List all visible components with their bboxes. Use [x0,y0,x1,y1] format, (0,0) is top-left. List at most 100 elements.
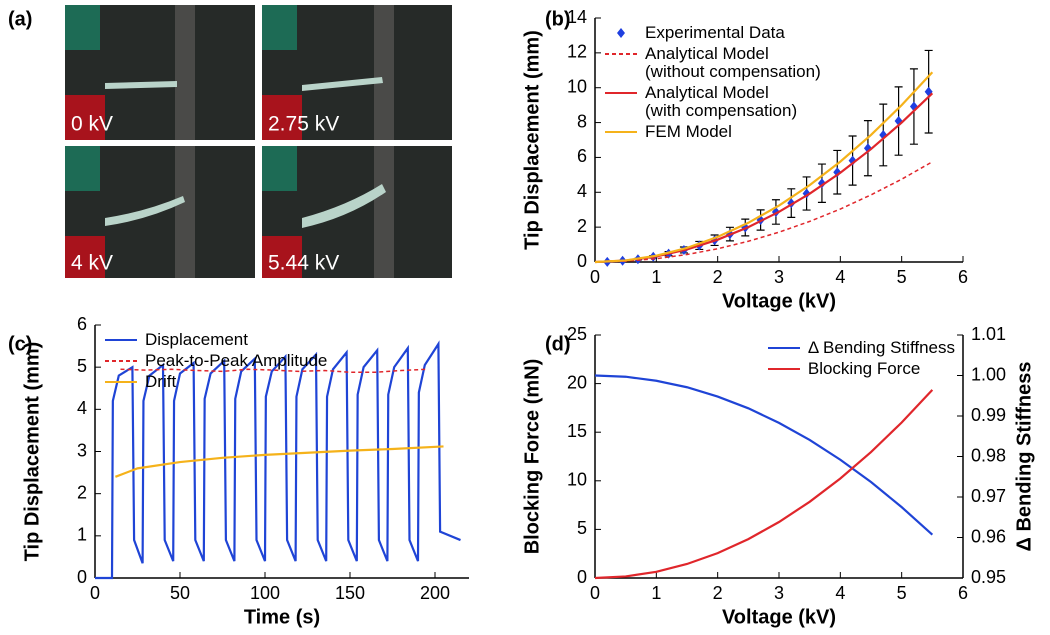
photo-label: 4 kV [71,252,113,275]
x-tick-label: 0 [90,583,100,603]
y-tick-label: 1 [77,525,87,545]
series-line [594,161,933,263]
panel-label: (b) [545,8,571,30]
y-tick-label: 5 [577,518,587,538]
x-tick-label: 200 [420,583,450,603]
x-axis-title: Time (s) [244,606,320,628]
x-tick-label: 0 [590,583,600,603]
legend: Δ Bending Stiffness Blocking Force [766,339,955,381]
y2-tick-label: 0.95 [971,567,1006,587]
x-tick-label: 6 [958,267,968,287]
photo: 4 kV [65,146,255,278]
x-tick-label: 2 [713,583,723,603]
legend-swatch [605,131,637,133]
photo-label: 2.75 kV [268,113,339,136]
y-axis-title: Blocking Force (mN) [521,359,543,555]
y2-tick-label: 0.96 [971,526,1006,546]
y-tick-label: 3 [77,440,87,460]
y-tick-label: 2 [77,482,87,502]
x-tick-label: 3 [774,583,784,603]
legend-entry: Displacement [103,331,327,349]
legend-entry: Peak-to-Peak Amplitude [103,352,327,370]
legend-label: Experimental Data [645,23,785,42]
legend-entry: Analytical Model (without compensation) [603,45,821,81]
x-tick-label: 150 [335,583,365,603]
x-tick-label: 4 [835,583,845,603]
series-line [120,368,427,373]
legend-swatch [605,92,637,94]
y-tick-label: 10 [567,76,587,96]
legend-swatch [105,339,137,341]
series-line [594,71,934,264]
legend-swatch [105,381,137,383]
x-tick-label: 5 [897,267,907,287]
panel-label: (d) [545,333,571,355]
photo-grid: 0 kV 2.75 kV 4 kV 5.44 kV [65,5,452,278]
x-tick-label: 50 [170,583,190,603]
legend-entry: FEM Model [603,123,821,141]
legend-label: FEM Model [645,122,732,141]
legend-entry: Drift [103,373,327,391]
legend-swatch [605,53,637,55]
x-tick-label: 4 [835,267,845,287]
legend-entry: Blocking Force [766,360,955,378]
y-tick-label: 5 [77,356,87,376]
legend-label: Peak-to-Peak Amplitude [145,351,328,370]
photo-label: 0 kV [71,113,113,136]
x-tick-label: 3 [774,267,784,287]
series-line [594,389,934,580]
x-tick-label: 100 [250,583,280,603]
legend-label: Blocking Force [807,359,921,378]
legend: Experimental Data Analytical Model (witho… [603,24,821,144]
series-line [594,374,934,536]
y2-tick-label: 0.97 [971,486,1006,506]
y-tick-label: 6 [577,146,587,166]
y-tick-label: 2 [577,216,587,236]
x-tick-label: 0 [590,267,600,287]
legend-swatch [105,360,137,362]
y-tick-label: 20 [567,372,587,392]
x-tick-label: 2 [713,267,723,287]
y-tick-label: 10 [567,470,587,490]
y-tick-label: 0 [577,251,587,271]
legend-entry: Δ Bending Stiffness [766,339,955,357]
y-axis-title: Tip Displacement (mm) [21,342,43,562]
x-tick-label: 5 [897,583,907,603]
series-line [115,445,444,478]
x-axis-title: Voltage (kV) [722,290,836,312]
y2-tick-label: 0.99 [971,405,1006,425]
photo: 0 kV [65,5,255,140]
y-tick-label: 0 [577,567,587,587]
panel-label: (c) [8,333,32,355]
y2-tick-label: 1.00 [971,364,1006,384]
y-tick-label: 4 [77,398,87,418]
x-tick-label: 6 [958,583,968,603]
legend-label: Analytical Model (with compensation) [645,83,798,120]
legend-swatch [767,368,800,370]
legend-label: Δ Bending Stiffness [807,338,955,357]
x-axis-title: Voltage (kV) [722,606,836,628]
y-tick-label: 14 [567,7,587,27]
legend-label: Drift [145,372,177,391]
y2-tick-label: 1.01 [971,324,1006,344]
legend: Displacement Peak-to-Peak Amplitude Drift [103,331,327,394]
y-tick-label: 12 [567,42,587,62]
legend-marker [617,28,625,38]
legend-entry: Experimental Data [603,24,821,42]
x-tick-label: 1 [651,267,661,287]
photo-label: 5.44 kV [268,252,339,275]
y-tick-label: 0 [77,567,87,587]
y-tick-label: 4 [577,181,587,201]
legend-label: Analytical Model (without compensation) [645,44,821,81]
y-tick-label: 6 [77,314,87,334]
y-tick-label: 25 [567,324,587,344]
y-tick-label: 15 [567,421,587,441]
y2-tick-label: 0.98 [971,445,1006,465]
legend-swatch [617,28,625,38]
legend-entry: Analytical Model (with compensation) [603,84,821,120]
x-tick-label: 1 [651,583,661,603]
y-axis-title: Tip Displacement (mm) [521,30,543,250]
photo: 5.44 kV [262,146,452,278]
